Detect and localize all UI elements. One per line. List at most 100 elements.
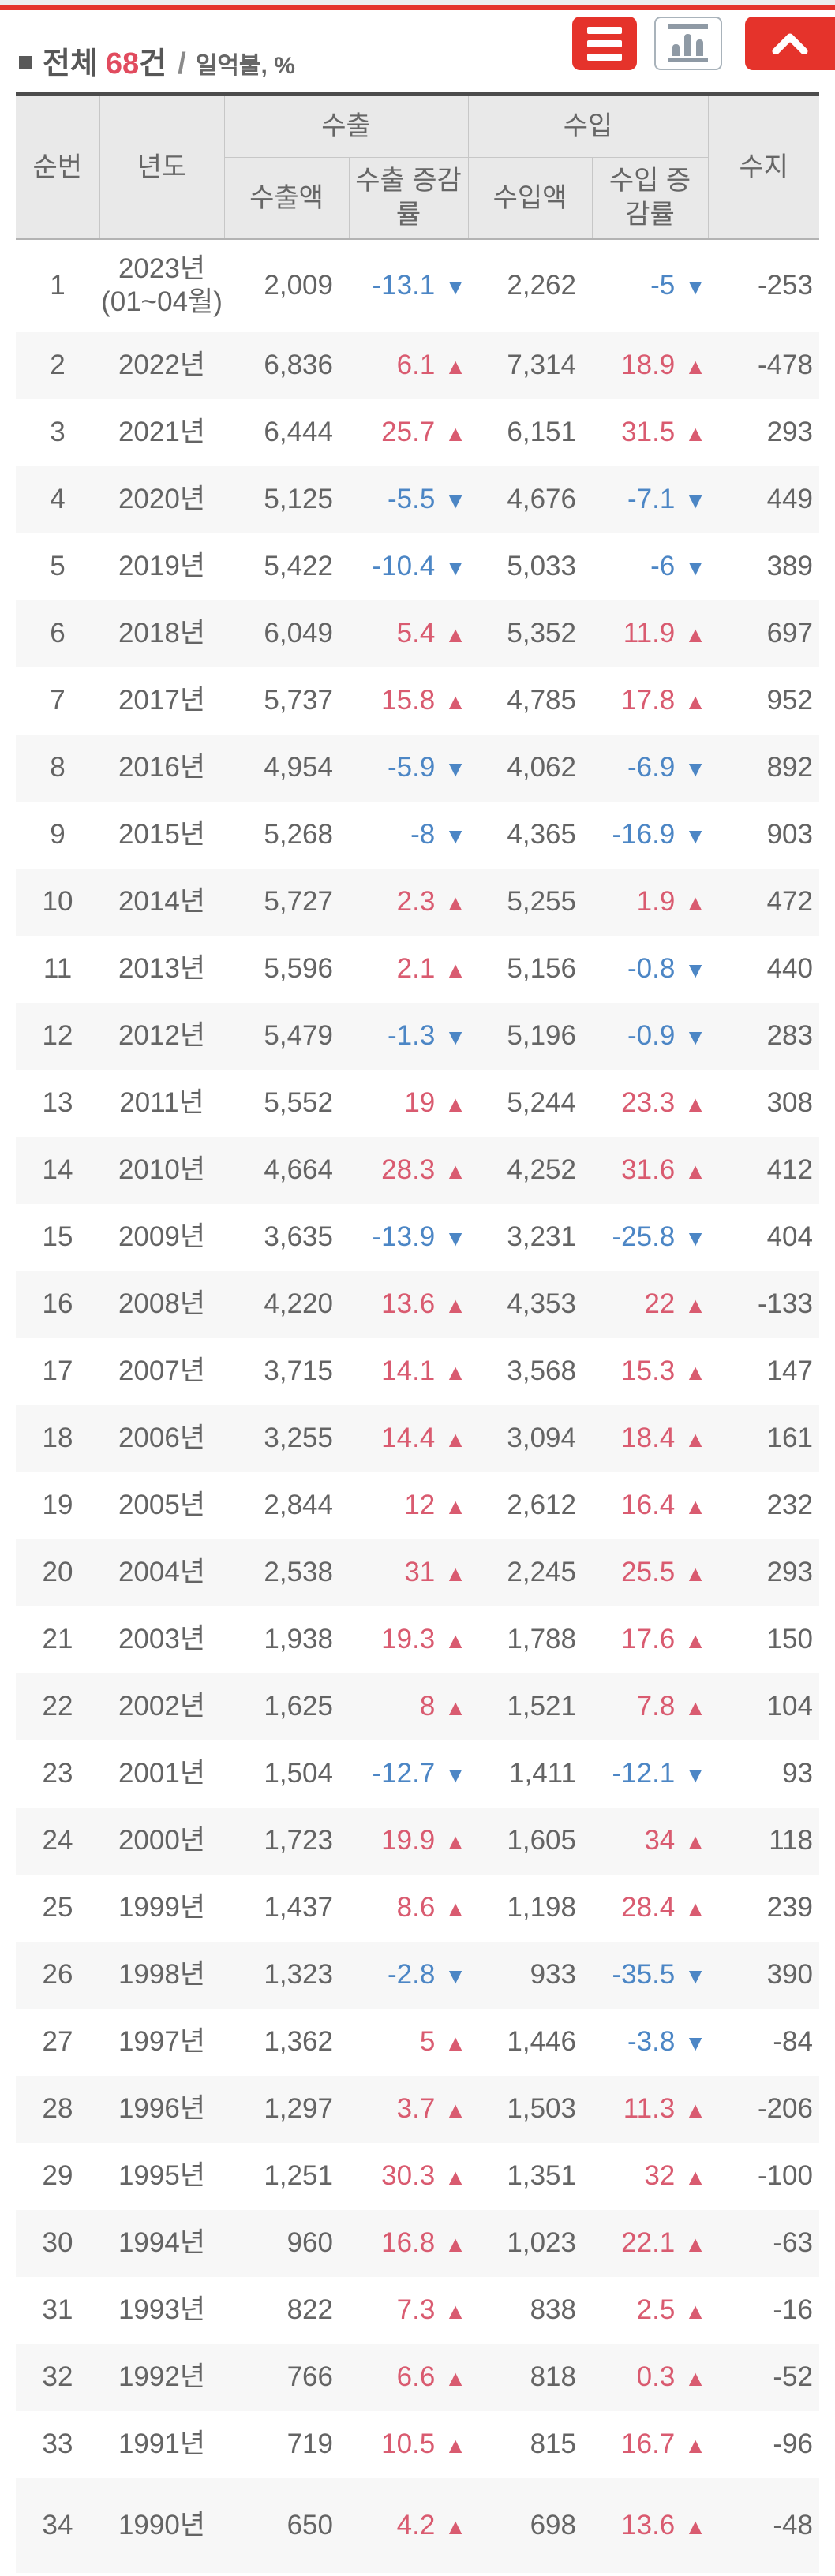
import-amount-cell: 6,151: [507, 417, 576, 447]
row-number-cell: 28: [42, 2093, 73, 2124]
balance-cell: 293: [766, 417, 813, 447]
import-rate-cell: 2.5 ▲: [636, 2294, 706, 2325]
year-cell: 1994년: [118, 2227, 206, 2258]
row-number-cell: 34: [42, 2509, 73, 2540]
count-suffix: 건: [139, 47, 167, 80]
export-rate-cell: -8 ▼: [410, 819, 466, 850]
triangle-up-icon: ▲: [684, 623, 706, 647]
balance-cell: -52: [773, 2361, 813, 2392]
year-cell: 2011년: [119, 1087, 204, 1118]
import-amount-cell: 1,446: [507, 2026, 576, 2057]
import-amount-cell: 1,351: [507, 2160, 576, 2191]
export-rate-cell: 14.4 ▲: [381, 1423, 466, 1453]
import-amount-cell: 4,062: [507, 752, 576, 783]
export-amount-cell: 5,552: [264, 1087, 333, 1118]
row-number-cell: 14: [42, 1154, 73, 1185]
import-rate-cell: 11.3 ▲: [623, 2093, 706, 2124]
col-header-year: 년도: [99, 94, 225, 240]
export-rate-cell: 6.6 ▲: [396, 2361, 466, 2392]
year-cell: 1995년: [118, 2160, 206, 2191]
triangle-up-icon: ▲: [444, 1897, 466, 1921]
export-rate-cell: 10.5 ▲: [381, 2428, 466, 2459]
triangle-down-icon: ▼: [684, 958, 706, 982]
year-cell: 1996년: [118, 2093, 206, 2124]
export-rate-cell: 31 ▲: [404, 1557, 466, 1587]
chart-view-button[interactable]: [654, 17, 722, 70]
col-group-export: 수출: [223, 94, 469, 158]
export-rate-cell: -13.9 ▼: [372, 1221, 467, 1252]
toolbar: [572, 17, 835, 70]
export-rate-cell: -2.8 ▼: [387, 1959, 466, 1990]
export-amount-cell: 5,727: [264, 886, 333, 917]
table-row: 23 2001년 1,504 -12.7 ▼ 1,411 -12.1 ▼ 93: [16, 1740, 819, 1808]
import-rate-cell: -12.1 ▼: [612, 1758, 707, 1789]
table-row: 27 1997년 1,362 5 ▲ 1,446 -3.8 ▼ -84: [16, 2009, 819, 2076]
triangle-down-icon: ▼: [684, 2031, 706, 2055]
export-amount-cell: 1,362: [264, 2026, 333, 2057]
export-amount-cell: 6,836: [264, 350, 333, 380]
triangle-down-icon: ▼: [684, 1763, 706, 1787]
import-amount-cell: 5,196: [507, 1020, 576, 1051]
year-cell: 2016년: [118, 752, 206, 783]
export-amount-cell: 3,715: [264, 1355, 333, 1386]
import-amount-cell: 2,612: [507, 1490, 576, 1520]
import-amount-cell: 4,353: [507, 1288, 576, 1319]
triangle-up-icon: ▲: [684, 1830, 706, 1854]
triangle-up-icon: ▲: [684, 1696, 706, 1720]
import-amount-cell: 4,252: [507, 1154, 576, 1185]
triangle-up-icon: ▲: [444, 1494, 466, 1519]
table-row: 16 2008년 4,220 13.6 ▲ 4,353 22 ▲ -133: [16, 1270, 819, 1338]
import-rate-cell: -5 ▼: [650, 270, 706, 301]
balance-cell: -16: [773, 2294, 813, 2325]
import-rate-cell: 17.6 ▲: [621, 1624, 706, 1654]
row-number-cell: 11: [43, 953, 73, 984]
balance-cell: -84: [773, 2026, 813, 2057]
table-row: 21 2003년 1,938 19.3 ▲ 1,788 17.6 ▲ 150: [16, 1606, 819, 1673]
balance-cell: 952: [766, 685, 813, 716]
table-row: 6 2018년 6,049 5.4 ▲ 5,352 11.9 ▲ 697: [16, 600, 819, 667]
year-cell: 2015년: [118, 819, 206, 850]
import-amount-cell: 1,521: [507, 1691, 576, 1722]
row-number-cell: 26: [42, 1959, 73, 1990]
export-amount-cell: 5,422: [264, 551, 333, 581]
balance-cell: -133: [757, 1288, 813, 1319]
row-number-cell: 17: [42, 1355, 73, 1386]
import-amount-cell: 1,605: [507, 1825, 576, 1856]
title-prefix: 전체: [43, 47, 98, 80]
table-row: 32 1992년 766 6.6 ▲ 818 0.3 ▲ -52: [16, 2343, 819, 2411]
triangle-up-icon: ▲: [444, 1830, 466, 1854]
table-row: 1 2023년 (01~04월) 2,009 -13.1 ▼ 2,262 -5 ▼ -253: [16, 239, 819, 332]
import-rate-cell: -6 ▼: [650, 551, 706, 581]
row-number-cell: 9: [50, 819, 66, 850]
scroll-to-top-button[interactable]: [745, 17, 835, 70]
import-rate-cell: -3.8 ▼: [627, 2026, 706, 2057]
import-rate-cell: 0.3 ▲: [636, 2361, 706, 2392]
export-amount-cell: 4,954: [264, 752, 333, 783]
row-number-cell: 1: [50, 270, 66, 301]
col-group-import: 수입: [467, 94, 709, 158]
export-amount-cell: 650: [286, 2509, 333, 2540]
row-number-cell: 25: [42, 1892, 73, 1923]
triangle-up-icon: ▲: [444, 891, 466, 915]
import-rate-cell: 16.7 ▲: [621, 2428, 706, 2459]
year-cell: 1991년: [118, 2428, 206, 2459]
triangle-up-icon: ▲: [444, 1696, 466, 1720]
table-row: 33 1991년 719 10.5 ▲ 815 16.7 ▲ -96: [16, 2411, 819, 2478]
table-row: 14 2010년 4,664 28.3 ▲ 4,252 31.6 ▲ 412: [16, 1136, 819, 1204]
bullet-icon: [19, 55, 32, 69]
export-amount-cell: 1,938: [264, 1624, 333, 1654]
menu-button[interactable]: [572, 17, 637, 70]
balance-cell: -100: [757, 2160, 813, 2191]
export-rate-cell: -5.5 ▼: [387, 484, 466, 514]
triangle-down-icon: ▼: [444, 555, 466, 580]
triangle-down-icon: ▼: [444, 824, 466, 848]
row-number-cell: 16: [42, 1288, 73, 1319]
import-rate-cell: 18.9 ▲: [621, 350, 706, 380]
triangle-down-icon: ▼: [684, 1025, 706, 1049]
import-amount-cell: 5,255: [507, 886, 576, 917]
triangle-up-icon: ▲: [444, 2299, 466, 2324]
triangle-up-icon: ▲: [444, 1561, 466, 1586]
import-amount-cell: 4,676: [507, 484, 576, 514]
import-amount-cell: 698: [530, 2509, 576, 2540]
import-amount-cell: 815: [530, 2428, 576, 2459]
